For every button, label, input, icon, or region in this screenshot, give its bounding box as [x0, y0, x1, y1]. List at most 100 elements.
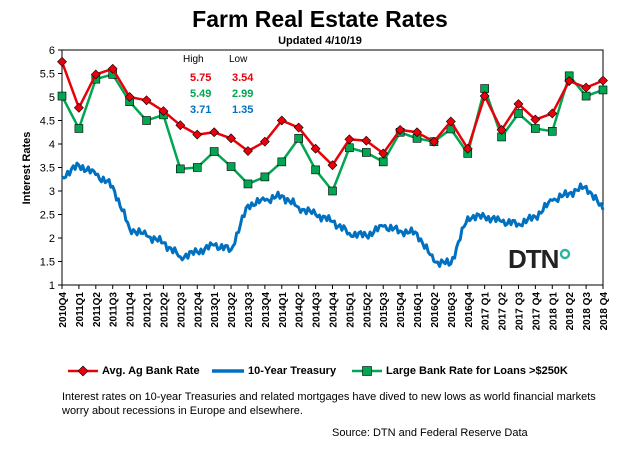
series-10-year-treasury [61, 161, 605, 268]
y-tick-label: 1 [49, 280, 55, 292]
x-tick-label: 2018 Q2 [565, 292, 576, 331]
data-point [479, 91, 490, 101]
y-tick-label: 6 [49, 45, 55, 57]
legend-label: Avg. Ag Bank Rate [102, 365, 200, 377]
data-point [445, 116, 456, 127]
x-tick-label: 2014Q3 [312, 292, 323, 328]
y-tick-label: 5 [49, 92, 55, 104]
x-tick-label: 2013Q4 [261, 292, 272, 328]
data-point [531, 124, 540, 133]
x-tick-label: 2016Q1 [413, 292, 424, 328]
chart-caption: Interest rates on 10-year Treasuries and… [62, 391, 596, 417]
data-point [293, 122, 304, 133]
x-tick-label: 2018 Q3 [582, 292, 593, 331]
data-point [310, 143, 321, 154]
data-point [311, 165, 320, 175]
data-point [581, 82, 592, 93]
data-point [57, 56, 67, 67]
data-point [564, 76, 575, 86]
series-line [60, 73, 604, 193]
x-tick-label: 2013Q1 [210, 292, 221, 328]
x-tick-label: 2012Q1 [143, 292, 154, 328]
y-axis-label: Interest Rates [21, 132, 33, 205]
data-point [192, 163, 202, 172]
data-point [276, 115, 287, 126]
x-tick-label: 2011Q1 [75, 292, 86, 327]
y-tick-label: 3.5 [40, 163, 55, 175]
data-point [327, 160, 338, 171]
data-point [412, 127, 422, 138]
data-point [90, 69, 101, 80]
series-large-bank-rate-for-loans-250k [57, 70, 608, 196]
low-value: 3.54 [232, 72, 254, 84]
legend-item-avg-ag-bank-rate: Avg. Ag Bank Rate [68, 365, 200, 377]
low-value: 1.35 [232, 104, 253, 116]
x-tick-label: 2018 Q1 [548, 292, 559, 331]
x-tick-label: 2012Q2 [159, 292, 170, 328]
x-tick-label: 2016Q3 [447, 292, 458, 328]
data-point [547, 108, 558, 119]
low-header: Low [229, 54, 248, 65]
x-tick-label: 2015Q4 [396, 292, 407, 328]
logo-ring-icon [560, 248, 571, 260]
x-tick-label: 2017 Q2 [498, 292, 509, 331]
data-point [73, 102, 84, 113]
data-point [395, 124, 406, 135]
y-tick-label: 4.5 [40, 116, 55, 128]
legend-swatch-square [352, 366, 382, 376]
source-note: Source: DTN and Federal Reserve Data [332, 427, 528, 439]
x-tick-label: 2011Q2 [92, 292, 103, 327]
y-tick-label: 4 [49, 139, 55, 151]
x-tick-label: 2016Q2 [430, 292, 441, 328]
logo-text: DTN [508, 244, 559, 274]
data-point [209, 147, 219, 156]
legend-item-10-year-treasury: 10-Year Treasury [212, 365, 336, 377]
data-point [581, 91, 591, 101]
data-point [530, 114, 541, 125]
legend-label: 10-Year Treasury [248, 365, 337, 377]
x-tick-label: 2015Q2 [362, 292, 373, 328]
data-point [514, 109, 523, 118]
x-tick-label: 2012Q4 [193, 292, 204, 328]
x-tick-label: 2013Q2 [227, 292, 238, 328]
x-tick-label: 2014Q4 [329, 292, 340, 328]
low-value: 2.99 [232, 88, 253, 100]
x-tick-label: 2011Q3 [109, 292, 120, 327]
data-point [209, 127, 220, 138]
legend-item-large-bank-rate: Large Bank Rate for Loans >$250K [352, 365, 568, 377]
legend-label: Large Bank Rate for Loans >$250K [386, 365, 568, 377]
series-layer [57, 56, 608, 268]
y-tick-label: 5.5 [40, 69, 55, 81]
data-point [175, 120, 186, 131]
data-point [259, 136, 270, 147]
data-point [243, 179, 253, 189]
data-point [598, 85, 608, 95]
data-point [496, 124, 507, 135]
legend-swatch-diamond [68, 365, 98, 377]
chart-subtitle: Updated 4/10/19 [278, 35, 362, 47]
data-point [226, 133, 236, 144]
high-header: High [183, 54, 204, 65]
data-point [378, 157, 388, 167]
data-point [277, 157, 287, 167]
x-tick-label: 2015Q3 [379, 292, 390, 328]
y-tick-label: 2 [49, 233, 55, 245]
x-tick-label: 2012Q3 [176, 292, 187, 328]
y-tick-label: 2.5 [40, 210, 55, 222]
x-tick-label: 2013Q3 [244, 292, 255, 328]
dtn-logo: DTN [508, 244, 571, 275]
legend-swatch-line [212, 369, 244, 373]
high-low-table: High Low 5.75 3.54 5.49 2.99 3.71 1.35 [178, 52, 262, 120]
y-tick-label: 3 [49, 186, 55, 198]
data-point [192, 129, 203, 140]
x-tick-label: 2014Q1 [278, 292, 289, 328]
high-low-background [178, 52, 262, 120]
data-point [429, 136, 439, 147]
data-point [598, 75, 608, 86]
data-point [124, 92, 135, 102]
x-tick-label: 2017 Q1 [481, 292, 492, 331]
data-point [328, 186, 337, 196]
high-value: 5.49 [190, 88, 211, 100]
x-tick-label: 2015Q1 [345, 292, 356, 328]
